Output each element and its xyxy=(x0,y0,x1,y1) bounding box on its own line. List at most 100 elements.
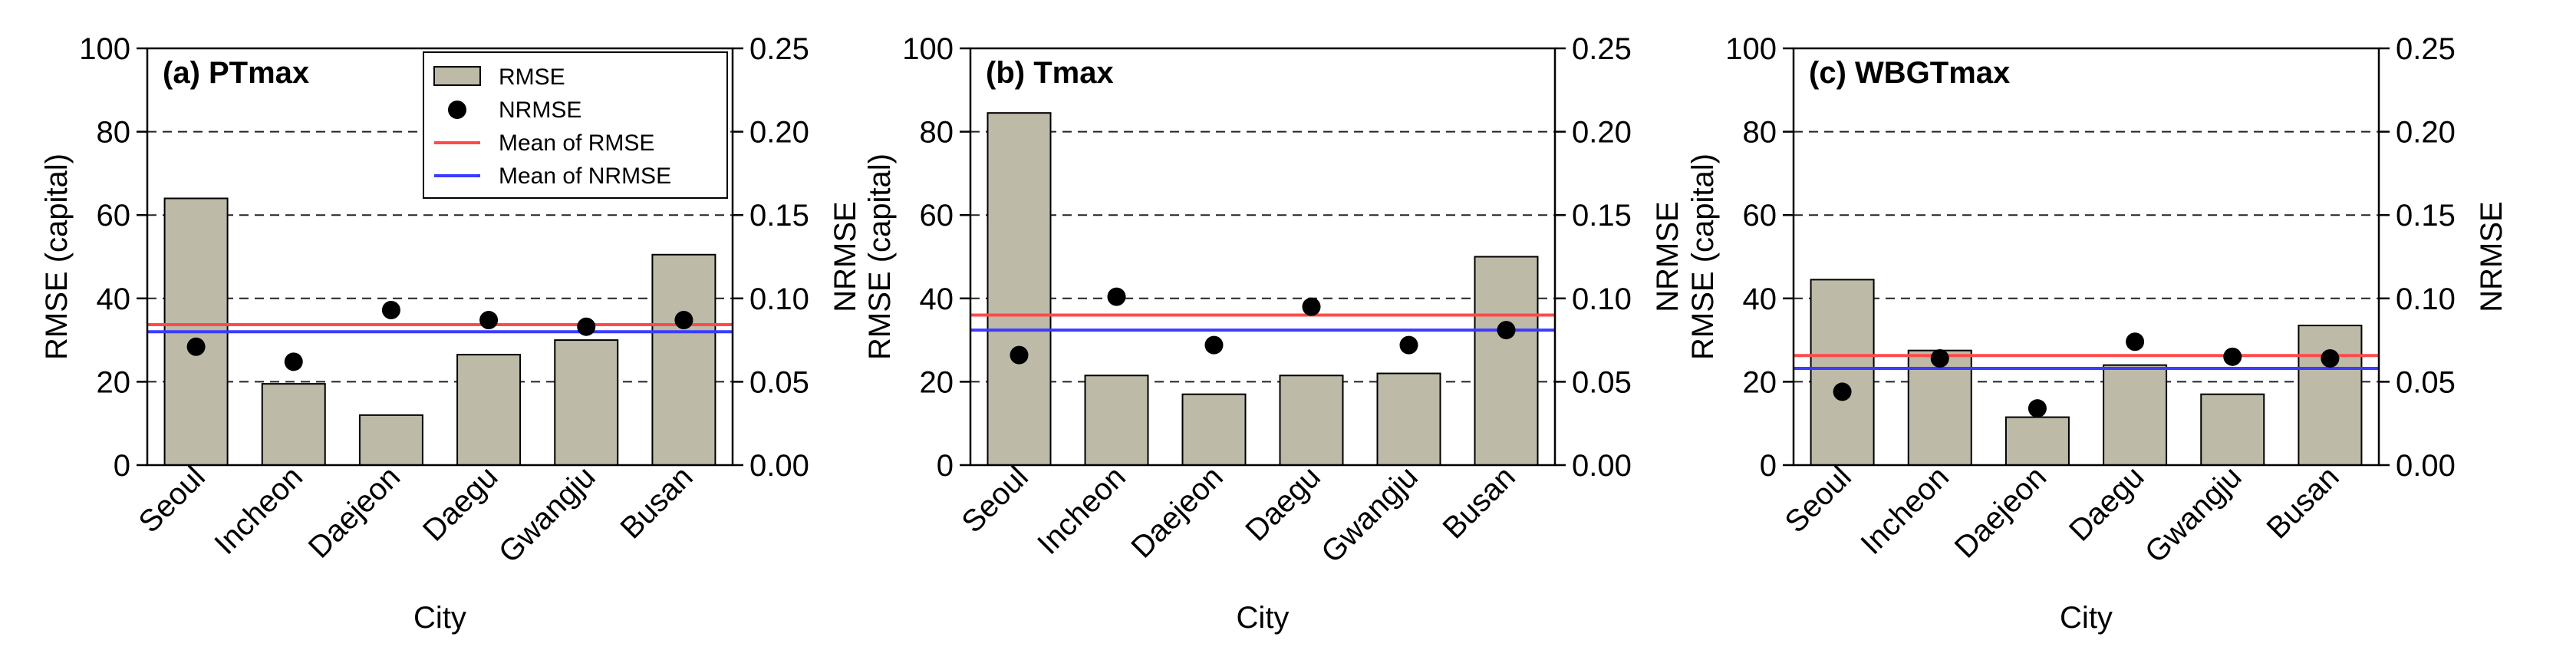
x-axis-title: City xyxy=(1237,601,1290,635)
x-tick-label: Gwangju xyxy=(2139,460,2248,569)
bar-rmse-busan xyxy=(651,253,716,466)
legend: RMSE NRMSE Mean of RMSE Mean of NRMSE xyxy=(423,51,728,199)
point-nrmse-incheon xyxy=(284,352,303,371)
x-tick-label: Busan xyxy=(614,460,699,545)
y2-tick-label: 0.15 xyxy=(1572,199,1632,233)
x-tick-label: Busan xyxy=(2260,460,2345,545)
bar-rmse-incheon xyxy=(261,383,326,466)
y-tick-label: 20 xyxy=(1743,365,1777,399)
y2-tick-label: 0.05 xyxy=(1572,365,1632,399)
x-tick-label: Daegu xyxy=(417,460,504,547)
point-nrmse-daegu xyxy=(479,311,499,330)
x-tick-label: Daegu xyxy=(1239,460,1326,547)
x-tick-label: Daejeon xyxy=(1125,460,1229,564)
bar-rmse-daejeon xyxy=(2004,416,2070,466)
bar-rmse-daegu xyxy=(1279,375,1344,467)
chart-panel-1: 0 20 40 60 80 100 0.00 0.05 0.10 0.15 0.20 0.25 Seou… xyxy=(40,32,862,635)
y-tick-label: 20 xyxy=(920,365,954,399)
y-tick-label: 40 xyxy=(1743,282,1777,316)
x-tick-label: Daejeon xyxy=(1948,460,2053,564)
plot-frame xyxy=(146,47,734,467)
y2-tick-label: 0.00 xyxy=(749,449,809,483)
bar-rmse-daegu xyxy=(2103,364,2168,466)
x-axis-title: City xyxy=(413,601,466,635)
y2-tick-label: 0.10 xyxy=(1572,282,1632,316)
y-tick-label: 60 xyxy=(97,199,131,233)
y-tick-label: 60 xyxy=(920,199,954,233)
bar-rmse-seoul xyxy=(987,112,1052,466)
y-tick-label: 100 xyxy=(902,32,954,66)
bar-rmse-busan xyxy=(1474,256,1539,466)
chart-panel-2: 0 20 40 60 80 100 0.00 0.05 0.10 0.15 0.20 0.25 Seou… xyxy=(863,32,1685,635)
point-nrmse-gwangju xyxy=(577,317,596,336)
point-nrmse-daejeon xyxy=(1204,335,1224,355)
y2-tick-label: 0.20 xyxy=(2396,116,2456,150)
y-tick-label: 100 xyxy=(1725,32,1777,66)
point-nrmse-seoul xyxy=(1010,345,1029,365)
y-tick-label: 80 xyxy=(920,116,954,150)
point-nrmse-gwangju xyxy=(1399,335,1418,355)
y2-tick-label: 0.10 xyxy=(749,282,809,316)
legend-label: Mean of RMSE xyxy=(499,130,654,156)
x-tick-label: Gwangju xyxy=(1315,460,1425,569)
bar-rmse-daejeon xyxy=(358,414,423,467)
point-nrmse-gwangju xyxy=(2223,347,2242,366)
y2-tick-label: 0.15 xyxy=(2396,199,2456,233)
bar-rmse-incheon xyxy=(1084,375,1149,467)
x-tick-label: Incheon xyxy=(1854,460,1955,561)
x-tick-label: Gwangju xyxy=(492,460,602,569)
y-tick-label: 40 xyxy=(920,282,954,316)
y-tick-label: 80 xyxy=(1743,116,1777,150)
y2-tick-label: 0.00 xyxy=(1572,449,1632,483)
y-axis-title: RMSE (capital) xyxy=(863,153,897,360)
y-tick-label: 80 xyxy=(97,116,131,150)
y2-tick-label: 0.25 xyxy=(1572,32,1632,66)
point-nrmse-daegu xyxy=(2126,332,2145,352)
bar-rmse-gwangju xyxy=(554,339,619,466)
y2-tick-label: 0.25 xyxy=(749,32,809,66)
y-axis-title: RMSE (capital) xyxy=(40,153,74,360)
bar-rmse-gwangju xyxy=(1376,372,1441,467)
bar-rmse-daegu xyxy=(456,354,522,467)
plot-frame xyxy=(969,47,1556,467)
bar-rmse-daejeon xyxy=(1181,393,1247,466)
legend-label: RMSE xyxy=(499,64,565,90)
y-tick-label: 0 xyxy=(937,449,954,483)
x-tick-label: Seoul xyxy=(1778,460,1857,539)
y-tick-label: 60 xyxy=(1743,199,1777,233)
point-nrmse-incheon xyxy=(1107,287,1126,306)
point-nrmse-seoul xyxy=(186,337,206,356)
y2-tick-label: 0.10 xyxy=(2396,282,2456,316)
point-nrmse-busan xyxy=(2321,348,2340,368)
x-tick-label: Seoul xyxy=(132,460,211,539)
y-tick-label: 40 xyxy=(97,282,131,316)
point-nrmse-daegu xyxy=(1302,297,1321,316)
x-tick-label: Daegu xyxy=(2063,460,2150,547)
y-tick-label: 0 xyxy=(114,449,130,483)
x-tick-label: Incheon xyxy=(1031,460,1132,561)
x-axis-title: City xyxy=(2060,601,2113,635)
point-nrmse-seoul xyxy=(1833,382,1852,401)
panel-title: (b) Tmax xyxy=(986,56,1114,90)
y2-tick-label: 0.20 xyxy=(749,116,809,150)
point-nrmse-incheon xyxy=(1930,348,1949,368)
x-tick-label: Busan xyxy=(1437,460,1522,545)
panel-title: (a) PTmax xyxy=(163,56,309,90)
x-tick-label: Daejeon xyxy=(302,460,407,564)
y-axis-title: RMSE (capital) xyxy=(1686,153,1720,360)
x-tick-label: Seoul xyxy=(955,460,1034,539)
legend-swatch-rmse xyxy=(433,66,481,86)
y2-axis-title: NRMSE xyxy=(828,201,862,312)
bar-rmse-gwangju xyxy=(2200,393,2265,466)
legend-label: Mean of NRMSE xyxy=(499,163,671,189)
y2-tick-label: 0.25 xyxy=(2396,32,2456,66)
point-nrmse-daejeon xyxy=(2028,399,2047,418)
y2-tick-label: 0.05 xyxy=(749,365,809,399)
x-tick-label: Incheon xyxy=(208,460,309,561)
legend-label: NRMSE xyxy=(499,97,581,123)
point-nrmse-daejeon xyxy=(381,301,400,320)
y-tick-label: 100 xyxy=(79,32,130,66)
legend-marker-nrmse xyxy=(448,101,466,119)
bar-rmse-seoul xyxy=(1810,279,1875,466)
